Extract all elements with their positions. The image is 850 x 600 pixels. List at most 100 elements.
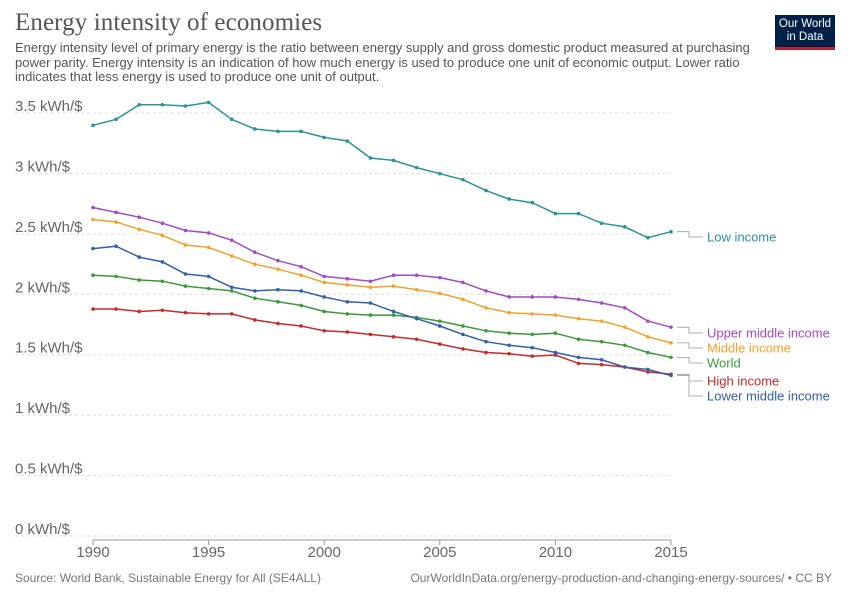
data-point-world[interactable]: [622, 343, 627, 348]
data-point-low-income[interactable]: [299, 129, 303, 134]
data-point-world[interactable]: [599, 339, 604, 344]
data-point-middle-income[interactable]: [299, 273, 303, 278]
data-point-upper-middle-income[interactable]: [438, 275, 442, 280]
series-label-upper-middle-income[interactable]: Upper middle income: [707, 326, 830, 341]
data-point-middle-income[interactable]: [576, 316, 581, 321]
data-point-world[interactable]: [530, 332, 535, 337]
data-point-low-income[interactable]: [484, 188, 488, 193]
data-point-high-income[interactable]: [438, 342, 442, 346]
data-point-lower-middle-income[interactable]: [91, 246, 95, 251]
series-label-high-income[interactable]: High income: [707, 374, 779, 389]
data-point-lower-middle-income[interactable]: [322, 295, 327, 299]
data-point-middle-income[interactable]: [622, 325, 627, 329]
data-point-lower-middle-income[interactable]: [553, 350, 558, 355]
data-point-world[interactable]: [183, 284, 188, 288]
data-point-middle-income[interactable]: [646, 335, 650, 339]
data-point-high-income[interactable]: [368, 332, 373, 337]
series-label-world[interactable]: World: [707, 356, 741, 371]
data-point-middle-income[interactable]: [114, 220, 118, 224]
data-point-lower-middle-income[interactable]: [599, 358, 604, 362]
data-point-upper-middle-income[interactable]: [576, 297, 581, 302]
data-point-high-income[interactable]: [391, 335, 396, 339]
data-point-world[interactable]: [391, 313, 396, 317]
data-point-low-income[interactable]: [507, 197, 511, 201]
data-point-lower-middle-income[interactable]: [299, 289, 303, 293]
data-point-upper-middle-income[interactable]: [322, 274, 327, 279]
data-point-lower-middle-income[interactable]: [530, 345, 535, 350]
data-point-world[interactable]: [576, 337, 581, 342]
data-point-upper-middle-income[interactable]: [137, 215, 142, 219]
data-point-upper-middle-income[interactable]: [229, 238, 234, 242]
data-point-high-income[interactable]: [414, 337, 419, 342]
data-point-world[interactable]: [299, 303, 303, 308]
source-url-link[interactable]: OurWorldInData.org/energy-production-and…: [410, 571, 832, 585]
data-point-lower-middle-income[interactable]: [391, 309, 396, 314]
data-point-high-income[interactable]: [461, 347, 465, 351]
data-point-high-income[interactable]: [160, 308, 165, 313]
data-point-low-income[interactable]: [253, 127, 257, 131]
data-point-low-income[interactable]: [622, 225, 627, 229]
data-point-world[interactable]: [368, 313, 373, 317]
data-point-high-income[interactable]: [183, 310, 188, 315]
data-point-low-income[interactable]: [461, 177, 465, 182]
data-point-upper-middle-income[interactable]: [414, 273, 419, 278]
data-point-world[interactable]: [345, 312, 350, 316]
data-point-low-income[interactable]: [368, 156, 373, 160]
data-point-middle-income[interactable]: [553, 313, 558, 317]
data-point-world[interactable]: [229, 289, 234, 293]
data-point-middle-income[interactable]: [599, 319, 604, 323]
data-point-upper-middle-income[interactable]: [183, 228, 188, 233]
data-point-low-income[interactable]: [669, 229, 673, 234]
data-point-low-income[interactable]: [553, 211, 558, 216]
data-point-high-income[interactable]: [299, 324, 303, 328]
data-point-low-income[interactable]: [276, 129, 280, 134]
data-point-low-income[interactable]: [576, 211, 581, 216]
data-point-high-income[interactable]: [253, 318, 257, 322]
data-point-upper-middle-income[interactable]: [507, 295, 511, 299]
data-point-middle-income[interactable]: [91, 217, 95, 222]
data-point-lower-middle-income[interactable]: [622, 365, 627, 369]
data-point-low-income[interactable]: [599, 221, 604, 226]
data-point-lower-middle-income[interactable]: [368, 301, 373, 305]
data-point-world[interactable]: [461, 324, 465, 328]
data-point-upper-middle-income[interactable]: [368, 279, 373, 284]
data-point-middle-income[interactable]: [438, 291, 442, 296]
data-point-high-income[interactable]: [114, 307, 118, 311]
data-point-high-income[interactable]: [229, 312, 234, 316]
series-line-middle-income[interactable]: [92, 218, 672, 344]
data-point-high-income[interactable]: [322, 328, 327, 333]
data-point-low-income[interactable]: [229, 117, 234, 122]
data-point-upper-middle-income[interactable]: [206, 231, 211, 235]
data-point-lower-middle-income[interactable]: [461, 332, 465, 337]
data-point-low-income[interactable]: [114, 117, 118, 122]
data-point-upper-middle-income[interactable]: [299, 264, 303, 269]
data-point-lower-middle-income[interactable]: [345, 299, 350, 304]
data-point-middle-income[interactable]: [414, 287, 419, 292]
data-point-middle-income[interactable]: [391, 284, 396, 288]
data-point-middle-income[interactable]: [206, 245, 211, 250]
data-point-high-income[interactable]: [576, 361, 581, 366]
data-point-middle-income[interactable]: [461, 297, 465, 302]
data-point-lower-middle-income[interactable]: [646, 367, 650, 372]
data-point-middle-income[interactable]: [530, 312, 535, 316]
data-point-lower-middle-income[interactable]: [253, 289, 257, 293]
data-point-world[interactable]: [646, 350, 650, 355]
series-line-high-income[interactable]: [93, 308, 672, 376]
data-point-low-income[interactable]: [206, 100, 211, 105]
data-point-middle-income[interactable]: [368, 285, 373, 290]
data-point-middle-income[interactable]: [183, 243, 188, 247]
data-point-upper-middle-income[interactable]: [253, 250, 257, 255]
data-point-low-income[interactable]: [438, 171, 442, 176]
data-point-world[interactable]: [206, 286, 211, 291]
data-point-middle-income[interactable]: [276, 267, 280, 271]
data-point-lower-middle-income[interactable]: [414, 316, 419, 321]
data-point-upper-middle-income[interactable]: [622, 306, 627, 310]
data-point-world[interactable]: [507, 331, 511, 336]
data-point-upper-middle-income[interactable]: [599, 301, 604, 305]
data-point-upper-middle-income[interactable]: [345, 277, 350, 281]
data-point-middle-income[interactable]: [160, 233, 165, 238]
data-point-world[interactable]: [160, 279, 165, 284]
series-label-low-income[interactable]: Low income: [707, 230, 776, 245]
data-point-middle-income[interactable]: [484, 306, 488, 310]
data-point-high-income[interactable]: [137, 309, 142, 314]
